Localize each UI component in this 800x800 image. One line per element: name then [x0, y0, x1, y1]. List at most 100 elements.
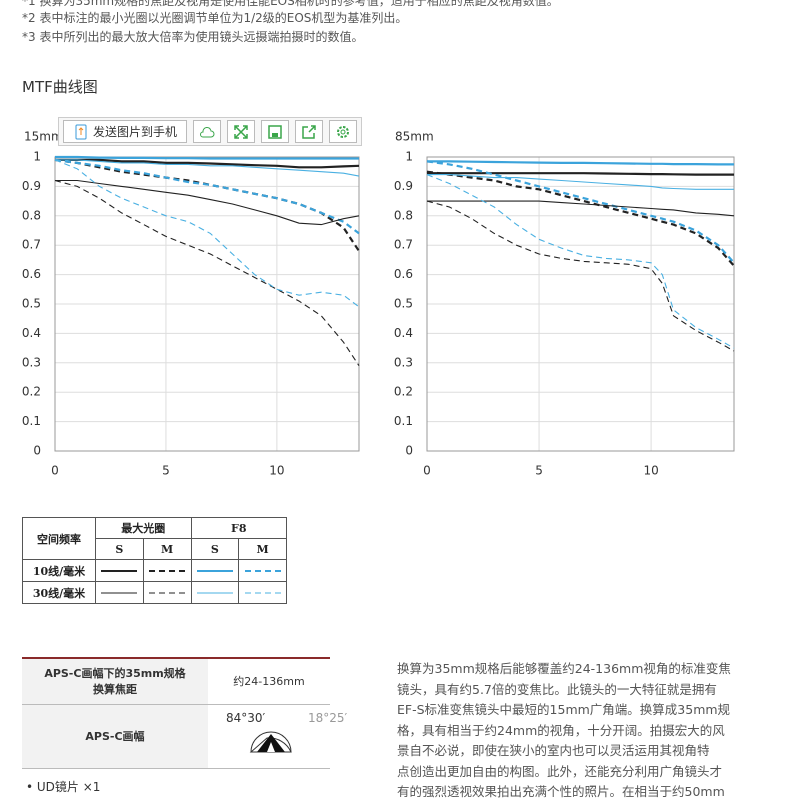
- subheader-cell: S: [95, 538, 144, 560]
- y-tick-label: 0.5: [394, 297, 413, 311]
- y-tick-label: 0.4: [22, 326, 41, 340]
- y-tick-label: 0.2: [22, 385, 41, 399]
- mtf-line: [427, 174, 734, 190]
- phone-icon: [75, 124, 87, 139]
- line-sample: [142, 581, 192, 604]
- icon: [234, 124, 248, 139]
- spec-label: APS-C画幅下的35mm规格换算焦距: [22, 658, 208, 705]
- description-line: EF-S标准变焦镜头中最短的15mm广角端。换算成35mm规: [397, 702, 731, 717]
- header-cell: 最大光圈: [95, 517, 192, 539]
- save-button[interactable]: [261, 120, 289, 143]
- description-line: 镜头，具有约5.7倍的变焦比。此镜头的一大特征就是拥有: [397, 681, 717, 697]
- mtf-line: [426, 160, 735, 264]
- settings-button[interactable]: [329, 120, 357, 143]
- line-sample: [142, 559, 192, 582]
- line-sample: [238, 559, 287, 582]
- section-title: MTF曲线图: [22, 78, 98, 96]
- line-sample: [190, 581, 240, 604]
- chart-title: 15mm: [24, 130, 63, 144]
- y-tick-label: 0: [405, 444, 413, 458]
- subheader-cell: S: [190, 538, 240, 560]
- toolbar: 发送图片到手机: [58, 117, 362, 146]
- spec-table: APS-C画幅下的35mm规格换算焦距 约24-136mm APS-C画幅 84…: [22, 657, 347, 769]
- mtf-line: [427, 160, 734, 166]
- line-sample: [95, 559, 144, 582]
- description-line: 点创造出更加自由的构图。此外，还能充分利用广角镜头才: [397, 763, 723, 779]
- icon: [337, 125, 349, 138]
- description-line: 格，具有相当于约24mm的视角，十分开阔。拍摄宏大的风: [397, 722, 725, 738]
- element-item: • UD镜片 ×1: [26, 780, 101, 794]
- y-tick-label: 0.9: [22, 179, 41, 193]
- y-tick-label: 0.1: [394, 414, 413, 428]
- y-tick-label: 0.8: [394, 208, 413, 222]
- spec-label: APS-C画幅: [22, 704, 208, 769]
- x-tick-label: 5: [535, 464, 543, 478]
- line-sample: [238, 581, 287, 604]
- y-tick-label: 0.6: [22, 267, 41, 281]
- angle-icon: [249, 731, 292, 752]
- description-line: 有的强烈透视效果拍出充满个性的照片。在相当于约50mm: [397, 784, 725, 799]
- mtf-line: [427, 172, 734, 176]
- y-tick-label: 0.6: [394, 267, 413, 281]
- description-line: 景自不必说，即使在狭小的室内也可以灵活运用其视角特: [397, 743, 710, 758]
- mtf-line: [54, 158, 360, 235]
- chart-title: 85mm: [395, 130, 434, 144]
- note: *2 表中标注的最小光圈以光圈调节单位为1/2级的EOS机型为基准列出。: [22, 11, 408, 25]
- sample: [101, 570, 138, 572]
- line-sample: [95, 581, 144, 604]
- note: *1 换算为35mm规格的焦距及视角是使用佳能EOS相机时的参考值，适用于相应的…: [22, 0, 559, 8]
- y-tick-label: 0.7: [394, 238, 413, 252]
- mtf-line: [55, 159, 360, 177]
- y-tick-label: 0.8: [22, 208, 41, 222]
- sample: [149, 592, 186, 594]
- mtf-line: [427, 200, 735, 217]
- icon: [302, 124, 316, 139]
- x-tick-label: 5: [162, 464, 170, 478]
- icon: [268, 124, 282, 139]
- angle-label: 84°30′: [226, 710, 266, 725]
- x-tick-label: 0: [51, 464, 59, 478]
- fullscreen-button[interactable]: [227, 120, 255, 143]
- mtf-line: [55, 158, 360, 169]
- legend-table: 空间频率 最大光圈 F8 S M S M 10线/毫米 30线/毫米: [22, 517, 287, 604]
- subheader-cell: M: [142, 538, 192, 560]
- y-tick-label: 0.3: [394, 355, 413, 369]
- mtf-line: [55, 155, 359, 160]
- mtf-line: [426, 174, 735, 349]
- y-tick-label: 0.5: [22, 297, 41, 311]
- header-cell: 空间频率: [22, 517, 96, 560]
- y-tick-label: 1: [33, 150, 41, 164]
- plot-frame: [54, 156, 360, 452]
- share-button[interactable]: [295, 120, 323, 143]
- y-tick-label: 0.3: [22, 355, 41, 369]
- mtf-line: [54, 179, 360, 367]
- sample: [149, 570, 186, 572]
- angle-diagram: 84°30′ 18°25′: [208, 704, 347, 769]
- sample: [196, 570, 233, 572]
- mtf-line: [54, 159, 360, 308]
- mtf-line: [426, 200, 735, 352]
- note: *3 表中所列出的最大放大倍率为使用镜头远摄端拍摄时的数值。: [22, 30, 364, 44]
- row-label: 10线/毫米: [22, 559, 96, 582]
- x-tick-label: 10: [643, 464, 658, 478]
- send-to-phone-button[interactable]: 发送图片到手机: [63, 120, 187, 143]
- y-tick-label: 0.9: [394, 179, 413, 193]
- description-line: 换算为35mm规格后能够覆盖约24-136mm视角的标准变焦: [397, 661, 731, 676]
- button-label: 发送图片到手机: [92, 125, 177, 139]
- mtf-line: [54, 158, 360, 252]
- plot-frame: [426, 156, 735, 452]
- icon: [200, 126, 215, 137]
- cloud-button[interactable]: [193, 120, 221, 143]
- sample: [101, 592, 138, 594]
- angle-label: 18°25′: [308, 710, 348, 725]
- subheader-cell: M: [238, 538, 287, 560]
- x-tick-label: 0: [423, 464, 431, 478]
- sample: [196, 592, 233, 594]
- row-label: 30线/毫米: [22, 581, 96, 604]
- y-tick-label: 1: [405, 150, 413, 164]
- y-tick-label: 0.2: [394, 385, 413, 399]
- header-cell: F8: [190, 517, 287, 539]
- sample: [244, 570, 281, 572]
- y-tick-label: 0.1: [22, 414, 41, 428]
